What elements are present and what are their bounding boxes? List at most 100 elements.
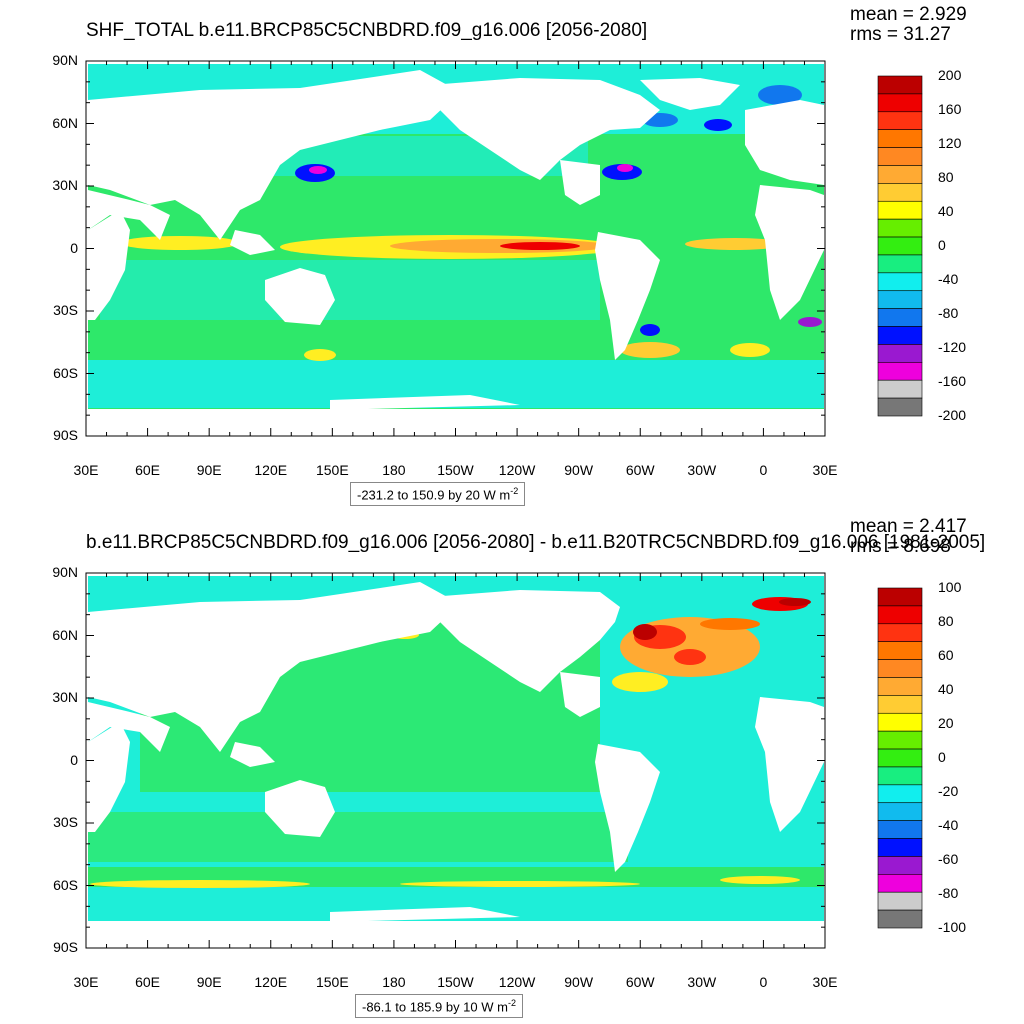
colorbar-swatch (877, 397, 923, 417)
panel-2-map (85, 572, 923, 949)
colorbar-swatch (877, 165, 923, 184)
colorbar-swatch (877, 129, 923, 148)
colorbar-swatch (877, 254, 923, 274)
panel-2-footer-exp: -2 (507, 998, 516, 1008)
lat-tick-label: 90S (53, 939, 78, 955)
panel-2-mean: mean = 2.417 (850, 516, 967, 537)
lat-tick-label: 30S (53, 814, 78, 830)
panel-1-footer: -231.2 to 150.9 by 20 W m-2 (350, 482, 526, 507)
colorbar-label: -40 (938, 271, 959, 287)
lat-tick-label: 30N (52, 177, 78, 193)
colorbar-swatch (877, 93, 923, 113)
panel-2-land (88, 582, 824, 948)
colorbar-swatch (877, 111, 923, 130)
lon-tick-label: 30E (73, 974, 99, 990)
lon-tick-label: 120W (498, 462, 536, 478)
panel-1-ticks (85, 60, 826, 437)
lon-tick-label: 90W (564, 462, 594, 478)
colorbar-swatch (877, 379, 923, 399)
lat-tick-label: 30S (53, 302, 78, 318)
lon-tick-label: 30W (687, 974, 717, 990)
colorbar-swatch (877, 838, 923, 857)
colorbar-swatch (877, 236, 923, 256)
colorbar-swatch (877, 290, 923, 309)
colorbar-label: 40 (938, 203, 954, 219)
colorbar-label: -40 (938, 817, 959, 833)
lon-tick-label: 30E (812, 974, 838, 990)
lat-tick-label: 60S (53, 364, 78, 381)
colorbar-label: 40 (938, 681, 954, 697)
colorbar-swatch (877, 891, 923, 911)
colorbar-swatch (877, 183, 923, 202)
lat-tick-label: 30N (52, 689, 78, 705)
colorbar-label: 0 (938, 749, 946, 765)
panel-2: b.e11.BRCP85C5CNBDRD.f09_g16.006 [2056-2… (0, 512, 1024, 1024)
colorbar-swatch (877, 802, 923, 821)
colorbar-swatch (877, 362, 923, 381)
colorbar-swatch (877, 677, 923, 696)
lat-tick-label: 90N (52, 52, 78, 68)
panel-1-rms: rms = 31.27 (850, 24, 951, 45)
colorbar-swatch (877, 659, 923, 678)
lon-tick-label: 90W (564, 974, 594, 990)
lat-tick-label: 90N (52, 564, 78, 580)
lon-tick-label: 0 (759, 462, 768, 478)
panel-1-map (85, 60, 923, 437)
lon-tick-label: 180 (382, 974, 406, 990)
colorbar-label: -100 (938, 919, 967, 935)
colorbar-label: -120 (938, 339, 967, 355)
lat-tick-label: 60N (52, 626, 78, 643)
lon-tick-label: 150E (315, 462, 349, 478)
colorbar-label: 100 (938, 579, 962, 595)
panel-2-footer: -86.1 to 185.9 by 10 W m-2 (355, 994, 523, 1019)
colorbar-label: -160 (938, 373, 967, 389)
lon-tick-label: 90E (196, 462, 222, 478)
panel-1-mean: mean = 2.929 (850, 4, 967, 25)
colorbar-label: 60 (938, 647, 954, 663)
panel-2-rms: rms = 8.698 (850, 536, 951, 557)
lon-tick-label: 30E (812, 462, 838, 478)
lon-tick-label: 150W (437, 974, 474, 990)
lat-tick-label: 60N (52, 114, 78, 131)
panel-1-footer-exp: -2 (510, 486, 519, 496)
lon-tick-label: 120W (498, 974, 536, 990)
lat-tick-label: 0 (70, 239, 78, 256)
colorbar-swatch (877, 218, 923, 238)
panel-2-colorbar (877, 587, 923, 929)
colorbar-swatch (877, 605, 923, 625)
lon-tick-label: 0 (759, 974, 768, 990)
lon-tick-label: 120E (254, 974, 288, 990)
colorbar-swatch (877, 766, 923, 786)
colorbar-swatch (877, 623, 923, 642)
colorbar-label: -80 (938, 305, 959, 321)
colorbar-swatch (877, 784, 923, 804)
lat-tick-label: 0 (70, 751, 78, 768)
colorbar-label: -20 (938, 783, 959, 799)
colorbar-swatch (877, 308, 923, 327)
colorbar-swatch (877, 874, 923, 893)
colorbar-swatch (877, 730, 923, 750)
colorbar-swatch (877, 641, 923, 660)
colorbar-swatch (877, 712, 923, 732)
colorbar-swatch (877, 326, 923, 345)
colorbar-swatch (877, 856, 923, 875)
lon-tick-label: 180 (382, 462, 406, 478)
lon-tick-label: 30W (687, 462, 717, 478)
lon-tick-label: 150E (315, 974, 349, 990)
colorbar-label: -60 (938, 851, 959, 867)
lon-tick-label: 60E (135, 974, 161, 990)
panel-2-title: b.e11.BRCP85C5CNBDRD.f09_g16.006 [2056-2… (86, 532, 986, 553)
colorbar-label: 160 (938, 101, 962, 117)
colorbar-swatch (877, 75, 923, 95)
colorbar-swatch (877, 909, 923, 929)
panel-1-colorbar (877, 75, 923, 417)
lon-tick-label: 60W (625, 462, 655, 478)
lat-tick-label: 60S (53, 876, 78, 893)
lon-tick-label: 30E (73, 462, 99, 478)
colorbar-swatch (877, 695, 923, 714)
colorbar-label: 200 (938, 67, 962, 83)
colorbar-swatch (877, 344, 923, 363)
lon-tick-label: 60W (625, 974, 655, 990)
lon-tick-label: 120E (254, 462, 288, 478)
lon-tick-label: 90E (196, 974, 222, 990)
